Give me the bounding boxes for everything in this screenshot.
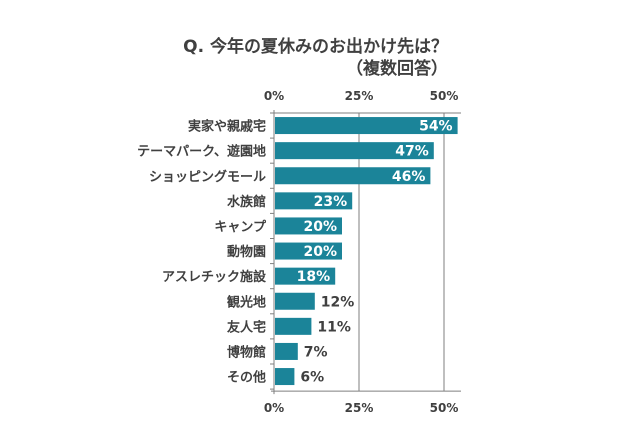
- bar: [275, 242, 342, 260]
- category-label: アスレチック施設: [162, 269, 267, 285]
- data-label: 6%: [300, 370, 324, 386]
- category-label: テーマパーク、遊園地: [137, 144, 266, 160]
- category-label: 水族館: [227, 194, 266, 210]
- chart-title: Q. 今年の夏休みのお出かけ先は？: [183, 36, 448, 57]
- data-label: 47%: [395, 144, 429, 160]
- bar: [275, 342, 298, 360]
- category-label: 友人宅: [227, 319, 266, 335]
- bar: [275, 167, 431, 185]
- bar: [275, 117, 458, 135]
- bar: [275, 142, 434, 160]
- data-label: 7%: [304, 344, 328, 360]
- bar: [275, 368, 295, 386]
- data-label: 12%: [321, 294, 355, 310]
- data-label: 20%: [303, 219, 337, 235]
- data-label: 46%: [392, 169, 426, 185]
- category-label: 観光地: [226, 294, 266, 310]
- x-tick-label-bottom: 0%: [264, 401, 284, 415]
- bar: [275, 217, 342, 235]
- data-label: 20%: [303, 244, 337, 260]
- x-tick-label-bottom: 50%: [430, 401, 459, 415]
- category-label: ショッピングモール: [149, 169, 266, 185]
- bar: [275, 192, 353, 210]
- x-tick-label-top: 50%: [430, 89, 459, 103]
- category-label: キャンプ: [214, 220, 267, 235]
- data-label: 18%: [297, 269, 331, 285]
- x-tick-label-top: 0%: [264, 89, 284, 103]
- data-label: 54%: [419, 119, 453, 135]
- data-label: 11%: [317, 319, 351, 335]
- category-label: 動物園: [227, 244, 266, 260]
- category-label: 実家や親戚宅: [188, 119, 266, 135]
- category-label: 博物館: [227, 344, 266, 360]
- bar: [275, 317, 312, 335]
- bar: [275, 292, 315, 310]
- category-label: その他: [227, 370, 266, 386]
- bar: [275, 267, 336, 285]
- data-label: 23%: [314, 194, 348, 210]
- chart-subtitle: （複数回答）: [346, 58, 448, 79]
- x-tick-label-top: 25%: [345, 89, 374, 103]
- x-tick-label-bottom: 25%: [345, 401, 374, 415]
